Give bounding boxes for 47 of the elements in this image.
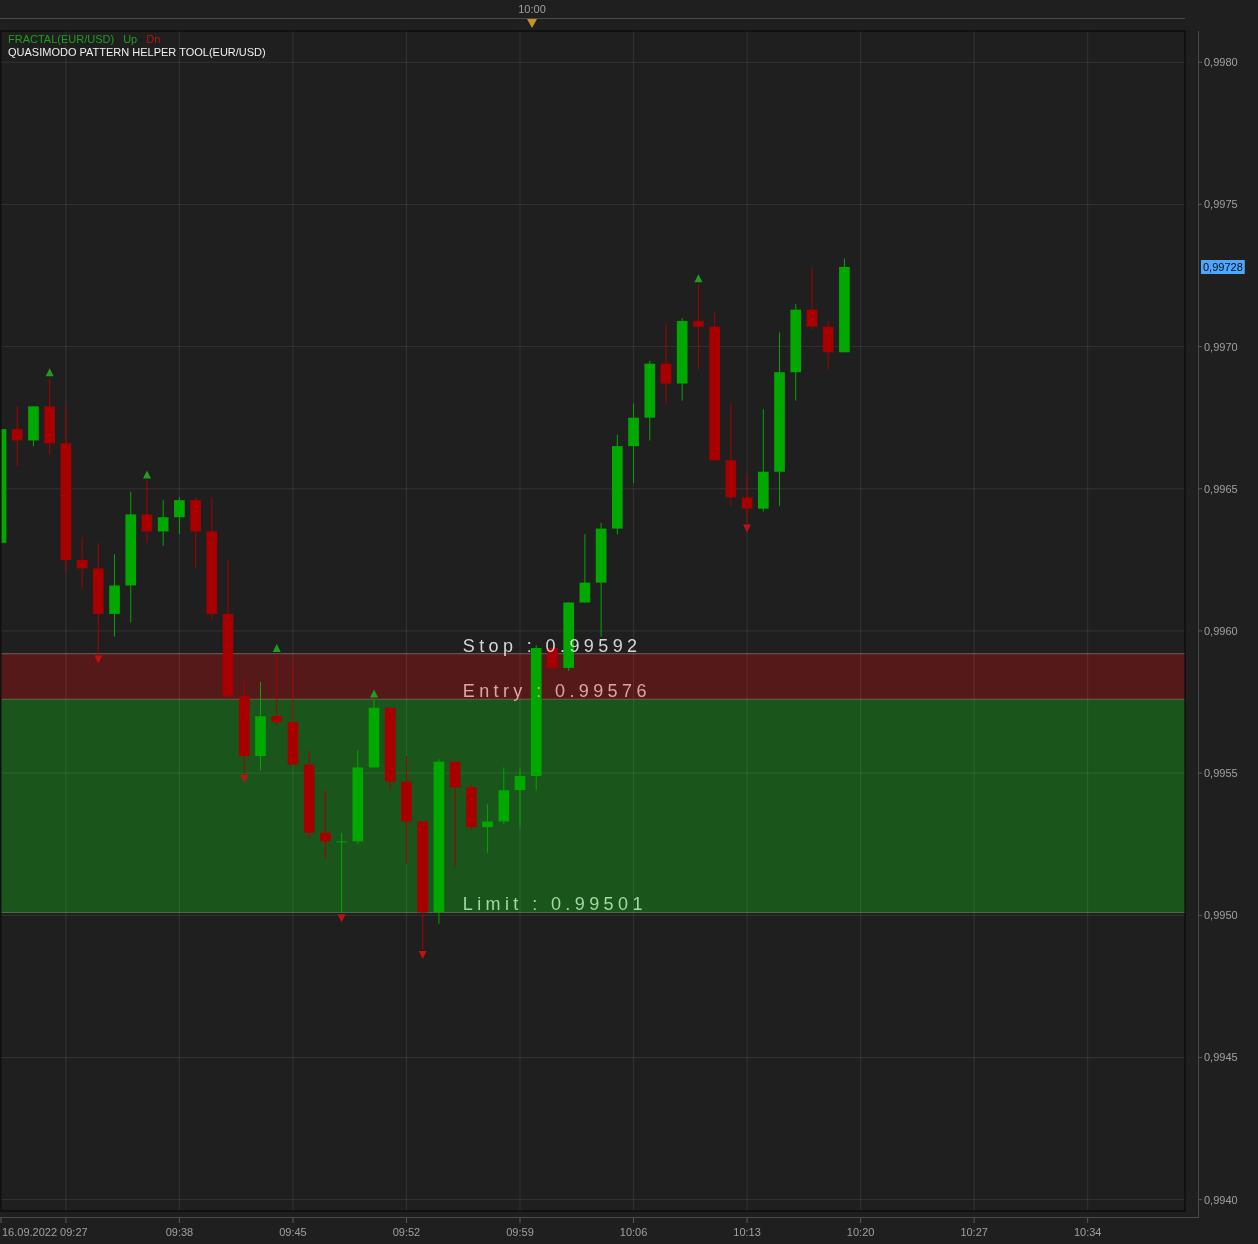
- candlestick: [11, 405, 23, 467]
- x-tick-label: 10:13: [733, 1226, 761, 1238]
- point: [272, 644, 281, 653]
- candlestick: [693, 283, 704, 370]
- candlestick: [336, 832, 347, 913]
- candlestick: [157, 499, 169, 547]
- y-tick-label: 0,9980: [1204, 56, 1238, 69]
- y-tick-label: 0,9950: [1204, 909, 1238, 922]
- candlestick: [271, 653, 283, 726]
- x-tick-label: 09:52: [392, 1226, 421, 1238]
- text: 0,99728: [1203, 261, 1243, 273]
- candlestick: [741, 474, 753, 524]
- point: [94, 655, 103, 664]
- y-tick-label: 0,9975: [1204, 198, 1238, 211]
- y-tick-label: 0,9960: [1204, 624, 1238, 637]
- x-tick-label: 10:34: [1073, 1226, 1102, 1238]
- legend-title: FRACTAL(EUR/USD): [8, 33, 115, 45]
- candlestick: [579, 533, 591, 604]
- x-tick-label: 09:45: [279, 1226, 307, 1238]
- candlestick: [806, 266, 818, 331]
- y-tick-label: 0,9970: [1204, 340, 1238, 353]
- x-tick-label: 10:27: [960, 1226, 988, 1238]
- candlestick: [514, 766, 526, 828]
- x-tick-label: 09:59: [506, 1226, 534, 1238]
- candlestick: [174, 496, 185, 535]
- y-tick-label: 0,9955: [1204, 767, 1238, 780]
- ref-line-label: Limit : 0.99501: [462, 894, 647, 915]
- y-tick-label: 0,9940: [1204, 1193, 1238, 1206]
- text: 10:00: [518, 3, 546, 15]
- x-tick-label: 10:20: [846, 1226, 875, 1238]
- x-tick-label: 10:06: [619, 1226, 648, 1238]
- ref-line-label: Entry : 0.99576: [462, 681, 651, 702]
- text: Dn: [146, 33, 161, 45]
- y-tick-label: 0,9965: [1204, 482, 1238, 495]
- annotation: QUASIMODO PATTERN HELPER TOOL(EUR/USD): [8, 46, 266, 58]
- candlestick: [660, 323, 672, 404]
- candlestick: [320, 789, 331, 859]
- point: [418, 951, 427, 960]
- candlestick: [141, 479, 153, 544]
- point: [142, 470, 151, 479]
- x-tick-label: 16.09.2022 09:27: [2, 1226, 88, 1238]
- y-tick-label: 0,9945: [1204, 1051, 1238, 1064]
- candlestick: [482, 803, 493, 854]
- point: [370, 689, 379, 698]
- point: [337, 914, 346, 923]
- text: Up: [123, 33, 138, 45]
- x-tick-label: 09:38: [165, 1226, 194, 1238]
